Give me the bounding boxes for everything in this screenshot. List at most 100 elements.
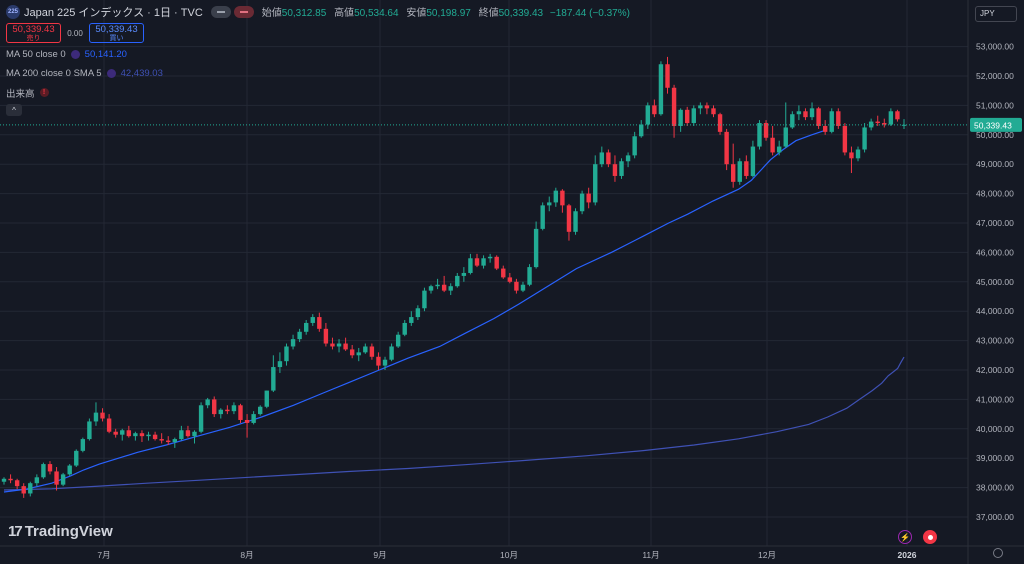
candle-body [28,483,33,494]
candle [750,140,756,178]
candle-body [579,193,585,212]
candle [507,272,513,284]
candle-body [139,433,145,437]
candle [152,431,158,441]
candle [520,281,526,293]
price-tick-label: 49,000.00 [976,159,1014,169]
candle [461,267,467,282]
candle-body [415,308,421,318]
candle [836,108,841,129]
candle [218,408,223,419]
candle [809,102,815,121]
price-tick-label: 51,000.00 [976,100,1014,110]
close-value: 50,339.43 [498,8,544,19]
candle-body [152,434,158,440]
candle [514,278,519,294]
candle-body [218,409,223,415]
candle-body [704,105,710,109]
candle [225,405,230,415]
candle-body [717,114,723,132]
candle [179,425,184,441]
candle [330,337,335,350]
candle [829,108,834,134]
candle-body [586,193,591,203]
candle-body [678,109,683,126]
candle-body [435,284,440,287]
warning-icon[interactable]: ! [39,88,49,97]
price-axis[interactable]: 37,000.00 38,000.00 39,000.00 40,000.00 41,0… [976,42,1014,522]
hide-legend-icon[interactable] [210,5,231,18]
candle [593,155,598,206]
remove-icon[interactable] [233,5,254,18]
price-tick-label: 47,000.00 [976,218,1014,228]
candle [363,343,368,354]
candle-body [790,114,795,128]
time-tick-label: 7月 [97,550,110,560]
time-axis[interactable]: 7月 8月 9月 10月 11月 12月 2026 [97,550,916,560]
ohlc-values: 始値50,312.85 高値50,534.64 安値50,198.97 終値50… [262,4,630,19]
candle [448,283,453,296]
candle-body [882,123,887,125]
price-tick-label: 53,000.00 [976,42,1014,52]
candle [730,143,736,188]
candle [422,287,427,312]
low-label: 安値 [406,8,427,19]
candle [494,255,499,271]
candle [658,61,664,116]
currency-selector[interactable]: JPY [975,6,1017,22]
candle-body [271,367,276,391]
candle-body [192,431,197,437]
sell-label: 売り [26,35,41,42]
candle-body [501,268,506,278]
settings-gear-icon[interactable] [993,548,1003,558]
candle [120,428,125,441]
time-tick-label: 12月 [758,550,776,560]
lightning-icon[interactable]: ⚡ [898,530,912,544]
candle-body [67,465,72,475]
price-tick-label: 48,000.00 [976,189,1014,199]
collapse-chevron-icon[interactable]: ^ [6,104,22,116]
candle [724,128,729,171]
candle-body [849,152,854,159]
candle [487,253,493,263]
high-value: 50,534.64 [354,8,399,19]
candle-body [251,414,256,423]
candle-body [770,137,775,153]
symbol-title[interactable]: Japan 225 インデックス · 1日 · TVC [24,6,203,19]
candle [849,146,854,174]
trade-buttons: 50,339.43 売り 0.00 50,339.43 買い [6,23,630,43]
candle-body [376,356,381,366]
candle-body [730,164,736,182]
time-tick-label: 9月 [373,550,386,560]
candle [284,343,289,366]
candle [691,105,696,126]
candle-body [225,409,230,412]
tradingview-logo: 17 TradingView [8,523,113,540]
candle-body [658,64,664,115]
candle [369,343,375,360]
candle [573,208,578,235]
symbol-row: 225 Japan 225 インデックス · 1日 · TVC 始値50,312… [6,4,630,19]
open-label: 始値 [261,8,282,19]
indicator-ma50[interactable]: MA 50 close 0 50,141.20 [6,47,630,62]
record-icon[interactable] [923,530,937,544]
candle-body [619,161,624,176]
candle-body [757,123,762,147]
candle [895,109,900,122]
time-tick-label: 8月 [240,550,253,560]
candle [671,84,677,138]
candle [579,190,585,215]
indicator-ma200[interactable]: MA 200 close 0 SMA 5 42,439.03 [6,66,630,81]
candle-body [533,228,539,268]
candle-body [205,399,210,406]
candle-body [303,322,309,332]
candle-body [244,419,250,423]
candle [783,102,788,149]
indicator-volume[interactable]: 出来高 ! [6,85,630,100]
candle [113,428,118,438]
buy-button[interactable]: 50,339.43 買い [89,23,144,43]
candle [166,436,171,445]
sell-button[interactable]: 50,339.43 売り [6,23,61,43]
